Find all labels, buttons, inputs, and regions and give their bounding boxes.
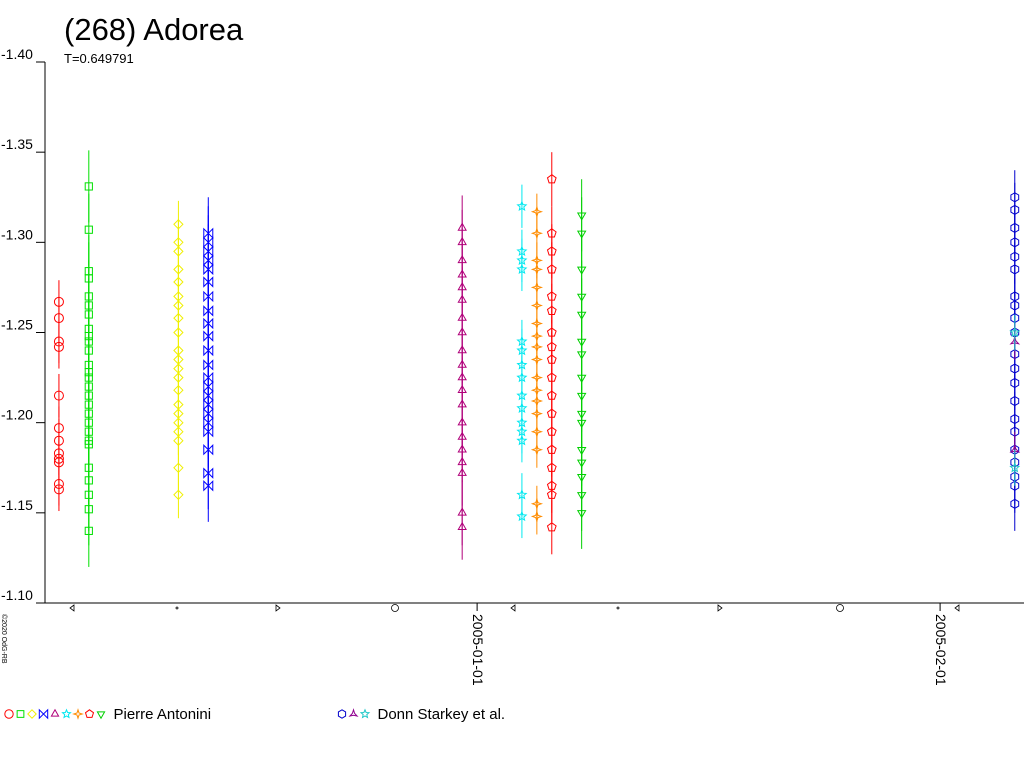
data-point — [203, 254, 214, 267]
y-tick-label: -1.40 — [1, 46, 33, 62]
data-point — [546, 489, 557, 499]
y-tick-label: -1.15 — [1, 497, 33, 513]
legend-symbol — [61, 708, 72, 719]
y-tick-label: -1.25 — [1, 317, 33, 333]
data-point — [203, 425, 214, 438]
data-point — [1009, 326, 1021, 338]
data-point — [203, 305, 214, 317]
legend-symbol — [84, 709, 95, 718]
data-point — [576, 510, 587, 519]
legend-symbol — [337, 709, 347, 719]
data-point — [203, 276, 214, 288]
data-point — [530, 227, 544, 240]
data-point — [203, 416, 214, 429]
data-point — [203, 227, 214, 240]
data-point — [203, 290, 214, 303]
data-point — [203, 344, 214, 357]
data-point — [203, 263, 214, 276]
legend-label: Pierre Antonini — [114, 706, 212, 723]
data-point — [546, 174, 557, 184]
session — [576, 179, 587, 549]
data-point — [53, 390, 64, 401]
data-point — [457, 521, 467, 530]
legend-symbol — [359, 708, 371, 719]
legend-symbol — [38, 708, 49, 720]
data-point — [1009, 462, 1021, 473]
data-point — [516, 263, 528, 275]
data-point — [203, 330, 214, 342]
data-point — [203, 398, 214, 411]
y-tick-label: -1.10 — [1, 587, 33, 603]
data-point — [203, 407, 214, 420]
data-point — [203, 389, 214, 402]
data-point — [203, 236, 214, 249]
chart-title: (268) Adorea — [64, 12, 244, 47]
legend-symbol — [50, 708, 60, 717]
data-point — [516, 200, 528, 211]
session — [516, 184, 528, 539]
session — [173, 200, 184, 519]
legend-symbol — [72, 708, 84, 720]
data-point — [576, 230, 587, 239]
data-point — [203, 480, 214, 492]
y-tick-label: -1.35 — [1, 136, 33, 152]
y-tick-label: -1.30 — [1, 226, 33, 242]
legend-symbol — [16, 710, 25, 718]
data-point — [546, 522, 557, 532]
data-point — [203, 245, 214, 258]
data-point — [84, 182, 93, 191]
legend-label: Donn Starkey et al. — [378, 706, 506, 723]
data-point — [516, 510, 528, 522]
data-point — [203, 317, 214, 330]
session — [84, 150, 93, 567]
data-point — [203, 444, 214, 456]
legend-symbol — [27, 709, 37, 719]
data-point — [203, 359, 214, 371]
session — [1009, 314, 1021, 486]
data-point — [173, 489, 184, 501]
data-point — [203, 380, 214, 393]
session — [457, 195, 467, 560]
data-point — [53, 341, 64, 352]
data-point — [1010, 498, 1020, 509]
data-point — [457, 467, 467, 476]
data-point — [203, 371, 214, 384]
credit: ©2020 OdG-RB — [0, 614, 8, 664]
y-tick-label: -1.20 — [1, 407, 33, 423]
data-point — [53, 484, 64, 495]
x-tick-label: 2005-02-01 — [933, 614, 949, 686]
legend-symbol — [4, 709, 14, 719]
data-point — [516, 434, 528, 446]
session — [546, 152, 557, 555]
data-point — [203, 467, 214, 479]
legend-symbol — [348, 708, 359, 717]
legend-symbol — [96, 711, 106, 720]
data-point — [530, 510, 543, 523]
chart-subtitle: T=0.649791 — [64, 51, 134, 66]
data-point — [84, 225, 93, 234]
phase-markers — [69, 604, 960, 612]
x-tick-label: 2005-01-01 — [470, 614, 486, 686]
session — [203, 197, 214, 522]
session — [53, 280, 64, 512]
data-point — [84, 526, 93, 535]
session — [530, 193, 544, 535]
data-point — [530, 443, 544, 456]
